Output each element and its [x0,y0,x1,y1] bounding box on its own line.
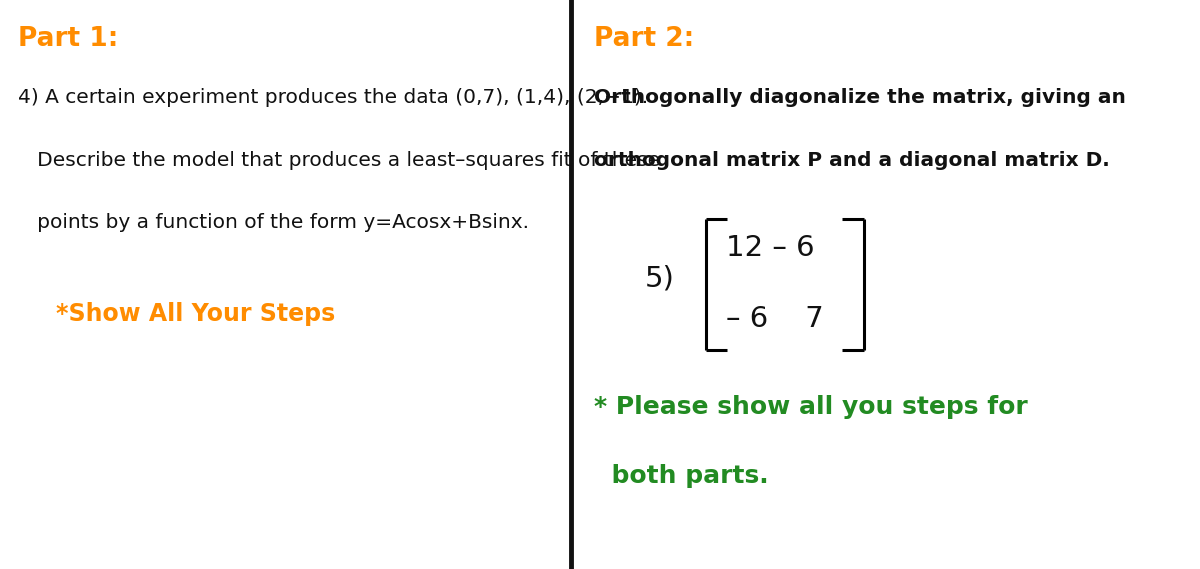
Text: 4) A certain experiment produces the data (0,7), (1,4), (2,−1).: 4) A certain experiment produces the dat… [18,88,648,107]
Text: 5): 5) [644,265,674,293]
Text: Part 2:: Part 2: [594,26,695,52]
Text: – 6    7: – 6 7 [726,304,823,333]
Text: orthogonal matrix P and a diagonal matrix D.: orthogonal matrix P and a diagonal matri… [594,151,1110,170]
Text: Orthogonally diagonalize the matrix, giving an: Orthogonally diagonalize the matrix, giv… [594,88,1126,107]
Text: * Please show all you steps for: * Please show all you steps for [594,395,1027,419]
Text: both parts.: both parts. [594,464,769,488]
Text: points by a function of the form y=Acosx+Bsinx.: points by a function of the form y=Acosx… [18,213,529,232]
Text: *Show All Your Steps: *Show All Your Steps [56,302,336,325]
Text: Part 1:: Part 1: [18,26,119,52]
Text: 12 – 6: 12 – 6 [726,233,815,262]
Text: Describe the model that produces a least–squares fit of these: Describe the model that produces a least… [18,151,660,170]
